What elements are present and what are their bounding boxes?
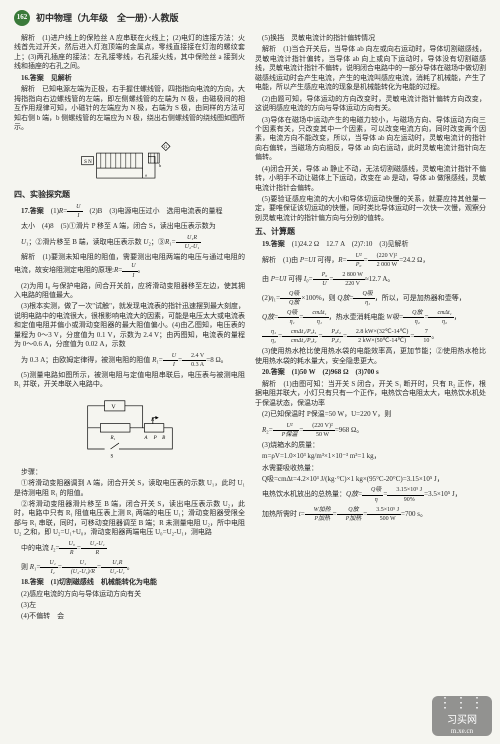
answer-19: 19.答案 (1)24.2 Ω 12.7 A (2)7:10 (3)见解析 xyxy=(255,240,486,249)
solenoid-diagram: S N G a b xyxy=(80,136,180,186)
r-p5: (4)闭合开关，导体 ab 静止不动，无法切割磁感线，灵敏电流计指针不偏转，小明… xyxy=(255,165,486,193)
watermark-overlay: ⋮⋮⋮ 习买网 m.xe.cn xyxy=(432,696,492,736)
analysis-20-9: 加热所需时 t=W加热P加热=Q放P加热=3.5×10⁵ J500 W=700 … xyxy=(255,506,486,523)
right-column: (5)换挡 灵敏电流计的指针偏转情况 解析 (1)当合开关后，当导体 ab 向左… xyxy=(255,34,486,624)
svg-text:G: G xyxy=(164,144,167,149)
section-5-title: 五、计算题 xyxy=(255,227,486,238)
answer-18-4: (4)不偏转 会 xyxy=(14,612,245,621)
svg-text:S N: S N xyxy=(84,160,92,165)
analysis-19-3: (2)η₁=Q吸Q放×100%，则 Q放=Q吸η₁，所以，可是加热器和壶等， xyxy=(255,290,486,307)
formula-r1: 则 R₁=U₁I₂=U₁(U₂-U₁)/R=U₁RU₂-U₁。 xyxy=(14,559,245,576)
r-p1: (5)换挡 灵敏电流计的指针偏转情况 xyxy=(255,34,486,43)
svg-text:R₁: R₁ xyxy=(109,435,115,441)
analysis-19-2: 由 P=UI 可得 I₀=P₀U=2 800 W220 V≈12.7 A。 xyxy=(255,271,486,288)
r-p3: (2)由题可知，导体运动的方向改变时，灵敏电流计指针偏转方向改变，这说明感应电流… xyxy=(255,95,486,114)
analysis-20-5: m=ρV=1.0×10³ kg/m³×1×10⁻³ m³=1 kg， xyxy=(255,452,486,461)
watermark-icon: ⋮⋮⋮ xyxy=(438,695,486,714)
r-p6: (5)要验证感应电流的大小和导体切运动快慢的关系，就要应持其他量一定，要唯保证该… xyxy=(255,195,486,223)
answer-17: 17.答案 (1)R=UI (2)B (3)电源电压过小 选用电流表的量程 xyxy=(14,203,245,220)
left-column: 解析 (1)进户线上的保险丝 A 应串联在火线上；(2)电灯的连接方法：火线首先… xyxy=(14,34,245,624)
svg-text:V: V xyxy=(111,404,116,410)
watermark-url: m.xe.cn xyxy=(451,727,473,736)
content-columns: 解析 (1)进户线上的保险丝 A 应串联在火线上；(2)电灯的连接方法：火线首先… xyxy=(14,34,486,624)
analysis-17-5: (5)测量电路如图所示，被测电阻与定值电阻串联后，电压表与被测电阻 R₁ 并联，… xyxy=(14,371,245,390)
analysis-15: 解析 (1)进户线上的保险丝 A 应串联在火线上；(2)电灯的连接方法：火线首先… xyxy=(14,34,245,72)
answer-17b: 太小 (4)8 (5)①滑片 P 移至 A 端，闭合 S，读出电压表示数为 xyxy=(14,222,245,231)
step-1: ①将滑动变阻器调到 A 端，闭合开关 S，读取电压表的示数 U₁，此时 U₁ 是… xyxy=(14,479,245,498)
page-container: 162 初中物理（九年级 全一册）·人教版 解析 (1)进户线上的保险丝 A 应… xyxy=(0,0,500,634)
analysis-20-2: (2)已知保温时 P保温=50 W，U=220 V，则 xyxy=(255,410,486,419)
r-p4: (3)导体在磁场中运动产生的电磁力较小，与磁场方向、导体运动方向三个因素有关，只… xyxy=(255,116,486,163)
analysis-17-3: (3)根本实测，做了一次"试触"，就发现电流表的指针迅速摆到最大刻度，说明电路中… xyxy=(14,302,245,349)
formula-i2: 中的电流 I₂=U₀R=U₂-U₁R xyxy=(14,540,245,557)
analysis-20-7: Q吸=cmΔt=4.2×10³ J/(kg·°C)×1 kg×(95°C-20°… xyxy=(255,475,486,484)
circuit-diagram: V R₁ S A P B R xyxy=(75,394,185,464)
analysis-17-1: 解析 (1)要测未知电阻的阻值，需要测出电阻两端的电压与通过电阻的电流，故安培阻… xyxy=(14,253,245,280)
analysis-20-3: R₂=U²P保温=(220 V)²50 W=968 Ω。 xyxy=(255,422,486,439)
section-4-title: 四、实验探究题 xyxy=(14,190,245,201)
r-p2: 解析 (1)当合开关后，当导体 ab 向左或向右运动时，导体切割磁感线，灵敏电流… xyxy=(255,45,486,92)
analysis-19-6: (3)使用热水枪比使用热水袋的电能效率高，更加节能；②使用热水枪比使用热水袋的耗… xyxy=(255,347,486,366)
analysis-17-2: (2)为用 I₀ 与保护电路，间合开关前，应将滑动变阻器移至左边，使其拥入电路的… xyxy=(14,282,245,301)
watermark-text: 习买网 xyxy=(447,714,477,728)
page-number-badge: 162 xyxy=(14,10,30,26)
step-2: ②将滑动变阻器滑片移至 B 端，闭合开关 S，读出电压表示数 U₂，此时，电路中… xyxy=(14,500,245,538)
svg-text:S: S xyxy=(110,453,113,459)
svg-text:B: B xyxy=(162,435,165,441)
answer-17c: U₁；②滑片移至 B 端，读取电压表示数 U₂；③R₁=U₁RU₂-U₁ xyxy=(14,234,245,251)
svg-text:A: A xyxy=(143,435,148,441)
steps-label: 步骤： xyxy=(14,468,245,477)
answer-18: 18.答案 (1)切割磁感线 机械能转化为电能 xyxy=(14,578,245,587)
analysis-17-4: 为 0.3 A；由欧姆定律得，被测电阻的阻值 R₁=UI=2.4 V0.3 A=… xyxy=(14,352,245,369)
answer-18-3: (3)左 xyxy=(14,601,245,610)
svg-text:b: b xyxy=(159,164,161,169)
analysis-20-1: 解析 (1)由图可知：当开关 S 闭合，开关 S₁ 断开时，只有 R₂ 正作，根… xyxy=(255,380,486,408)
analysis-20-6: 水需要吸收热量： xyxy=(255,464,486,473)
analysis-19-4: Q放=Q吸η₁=cmΔt₁η₁，热水壶消耗电能 W吸=Q放η₂=cmΔt₁η₂， xyxy=(255,309,486,326)
analysis-20-4: (3)烧箱水的质量： xyxy=(255,441,486,450)
analysis-19-5: η₁η₂=cmΔt₁/P₀t₁cmΔt₂/P₀t₂=P₀t₂P₀t₁=2.8 k… xyxy=(255,328,486,345)
header-title: 初中物理（九年级 全一册）·人教版 xyxy=(36,12,179,24)
svg-text:a: a xyxy=(145,173,147,178)
svg-text:P: P xyxy=(152,435,156,441)
analysis-16: 解析 已知电源左端为正极，右手握住螺线管，四指指向电流的方向，大拇指指向右边螺线… xyxy=(14,85,245,132)
answer-16-label: 16.答案 见解析 xyxy=(14,74,245,83)
page-header: 162 初中物理（九年级 全一册）·人教版 xyxy=(14,10,486,26)
analysis-19-1: 解析 (1)由 P=UI 可得，R=U²P₀=(220 V)²2 000 W=2… xyxy=(255,252,486,269)
answer-20: 20.答案 (1)50 W (2)968 Ω (3)700 s xyxy=(255,368,486,377)
analysis-20-8: 电热饮水机放出的总热量：Q放=Q吸η=3.15×10⁵ J90%=3.5×10⁵… xyxy=(255,486,486,503)
answer-18-2: (2)感应电流的方向与导体运动方向有关 xyxy=(14,590,245,599)
